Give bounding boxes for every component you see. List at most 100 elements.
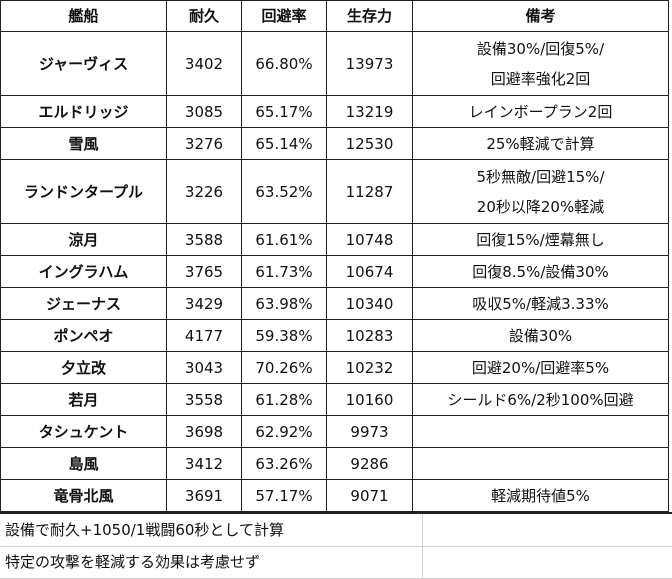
notes-cell: 回避20%/回避率5% — [412, 351, 669, 384]
note-line: 5秒無敵/回避15%/ — [476, 167, 605, 186]
header-notes: 備考 — [412, 0, 669, 32]
header-ship: 艦船 — [0, 0, 167, 32]
evasion-cell: 65.14% — [241, 127, 327, 160]
evasion-cell: 63.52% — [241, 159, 327, 224]
hp-cell: 3043 — [166, 351, 242, 384]
ship-name-cell: イングラハム — [0, 255, 167, 288]
notes-cell: 設備30% — [412, 319, 669, 352]
footnote-text: 設備で耐久+1050/1戦闘60秒として計算 — [5, 521, 284, 539]
ship-name-cell: ランドンタープル — [0, 159, 167, 224]
table-row: ジャーヴィス 3402 66.80% 13973 設備30%/回復5%/ 回避率強化2回 — [0, 31, 669, 96]
hp-cell: 3402 — [166, 31, 242, 96]
note-line: シールド6%/2秒100%回避 — [447, 390, 634, 409]
note-line: 設備30%/回復5%/ — [476, 39, 605, 58]
evasion-cell: 62.92% — [241, 415, 327, 448]
evasion-cell: 70.26% — [241, 351, 327, 384]
notes-cell: 設備30%/回復5%/ 回避率強化2回 — [412, 31, 669, 96]
header-hp: 耐久 — [166, 0, 242, 32]
table-row: イングラハム 3765 61.73% 10674 回復8.5%/設備30% — [0, 255, 669, 288]
notes-cell: 5秒無敵/回避15%/ 20秒以降20%軽減 — [412, 159, 669, 224]
survival-cell: 10340 — [326, 287, 413, 320]
footnote-row: 設備で耐久+1050/1戦闘60秒として計算 — [0, 514, 672, 546]
table-row: 島風 3412 63.26% 9286 — [0, 447, 669, 480]
evasion-cell: 57.17% — [241, 479, 327, 512]
hp-cell: 3412 — [166, 447, 242, 480]
table-row: 竜骨北風 3691 57.17% 9071 軽減期待値5% — [0, 479, 669, 512]
ship-name-cell: ポンペオ — [0, 319, 167, 352]
survival-cell: 10160 — [326, 383, 413, 416]
note-line: 20秒以降20%軽減 — [476, 197, 605, 216]
notes-cell — [412, 447, 669, 480]
table-row: ランドンタープル 3226 63.52% 11287 5秒無敵/回避15%/ 20秒以降2… — [0, 159, 669, 224]
hp-cell: 4177 — [166, 319, 242, 352]
footnote-cell-divider — [422, 514, 423, 578]
evasion-cell: 59.38% — [241, 319, 327, 352]
notes-cell: 回復8.5%/設備30% — [412, 255, 669, 288]
table-row: ポンペオ 4177 59.38% 10283 設備30% — [0, 319, 669, 352]
survival-cell: 9286 — [326, 447, 413, 480]
evasion-cell: 61.61% — [241, 223, 327, 256]
table-row: 涼月 3588 61.61% 10748 回復15%/煙幕無し — [0, 223, 669, 256]
notes-cell — [412, 415, 669, 448]
hp-cell: 3429 — [166, 287, 242, 320]
survival-cell: 10283 — [326, 319, 413, 352]
note-line: 回復15%/煙幕無し — [476, 230, 605, 249]
survival-cell: 10674 — [326, 255, 413, 288]
header-row: 艦船 耐久 回避率 生存力 備考 — [0, 0, 669, 32]
note-line: 回復8.5%/設備30% — [472, 262, 609, 281]
table-row: エルドリッジ 3085 65.17% 13219 レインボープラン2回 — [0, 95, 669, 128]
footnote-row: 特定の攻撃を軽減する効果は考慮せず — [0, 546, 672, 578]
notes-cell: 回復15%/煙幕無し — [412, 223, 669, 256]
evasion-cell: 61.28% — [241, 383, 327, 416]
ship-name-cell: エルドリッジ — [0, 95, 167, 128]
notes-cell: レインボープラン2回 — [412, 95, 669, 128]
survival-cell: 10748 — [326, 223, 413, 256]
hp-cell: 3226 — [166, 159, 242, 224]
table-row: 夕立改 3043 70.26% 10232 回避20%/回避率5% — [0, 351, 669, 384]
evasion-cell: 63.98% — [241, 287, 327, 320]
ship-name-cell: タシュケント — [0, 415, 167, 448]
note-line: 軽減期待値5% — [491, 486, 590, 505]
hp-cell: 3765 — [166, 255, 242, 288]
note-line: 回避率強化2回 — [490, 69, 591, 88]
table-row: 若月 3558 61.28% 10160 シールド6%/2秒100%回避 — [0, 383, 669, 416]
hp-cell: 3588 — [166, 223, 242, 256]
notes-cell: 吸収5%/軽減3.33% — [412, 287, 669, 320]
table-row: タシュケント 3698 62.92% 9973 — [0, 415, 669, 448]
hp-cell: 3691 — [166, 479, 242, 512]
evasion-cell: 65.17% — [241, 95, 327, 128]
survival-cell: 9071 — [326, 479, 413, 512]
evasion-cell: 63.26% — [241, 447, 327, 480]
survival-cell: 13219 — [326, 95, 413, 128]
survival-cell: 13973 — [326, 31, 413, 96]
hp-cell: 3698 — [166, 415, 242, 448]
note-line: 設備30% — [508, 326, 573, 345]
header-survival: 生存力 — [326, 0, 413, 32]
survival-cell: 11287 — [326, 159, 413, 224]
footnote-text: 特定の攻撃を軽減する効果は考慮せず — [5, 553, 261, 571]
ship-name-cell: 竜骨北風 — [0, 479, 167, 512]
header-evasion: 回避率 — [241, 0, 327, 32]
hp-cell: 3558 — [166, 383, 242, 416]
hp-cell: 3276 — [166, 127, 242, 160]
ship-survivability-table: 艦船 耐久 回避率 生存力 備考 ジャーヴィス 3402 66.80% 13973 設備… — [0, 0, 669, 512]
table-bottom-border — [0, 512, 672, 514]
hp-cell: 3085 — [166, 95, 242, 128]
table-row: ジェーナス 3429 63.98% 10340 吸収5%/軽減3.33% — [0, 287, 669, 320]
footnote-divider — [0, 546, 672, 547]
note-line: レインボープラン2回 — [468, 102, 613, 121]
notes-cell: 25%軽減で計算 — [412, 127, 669, 160]
note-line: 回避20%/回避率5% — [471, 358, 610, 377]
notes-cell: 軽減期待値5% — [412, 479, 669, 512]
note-line: 吸収5%/軽減3.33% — [472, 294, 609, 313]
ship-name-cell: ジェーナス — [0, 287, 167, 320]
notes-cell: シールド6%/2秒100%回避 — [412, 383, 669, 416]
ship-name-cell: 涼月 — [0, 223, 167, 256]
evasion-cell: 66.80% — [241, 31, 327, 96]
survival-cell: 10232 — [326, 351, 413, 384]
ship-name-cell: 若月 — [0, 383, 167, 416]
ship-name-cell: 雪風 — [0, 127, 167, 160]
ship-name-cell: 島風 — [0, 447, 167, 480]
table-row: 雪風 3276 65.14% 12530 25%軽減で計算 — [0, 127, 669, 160]
